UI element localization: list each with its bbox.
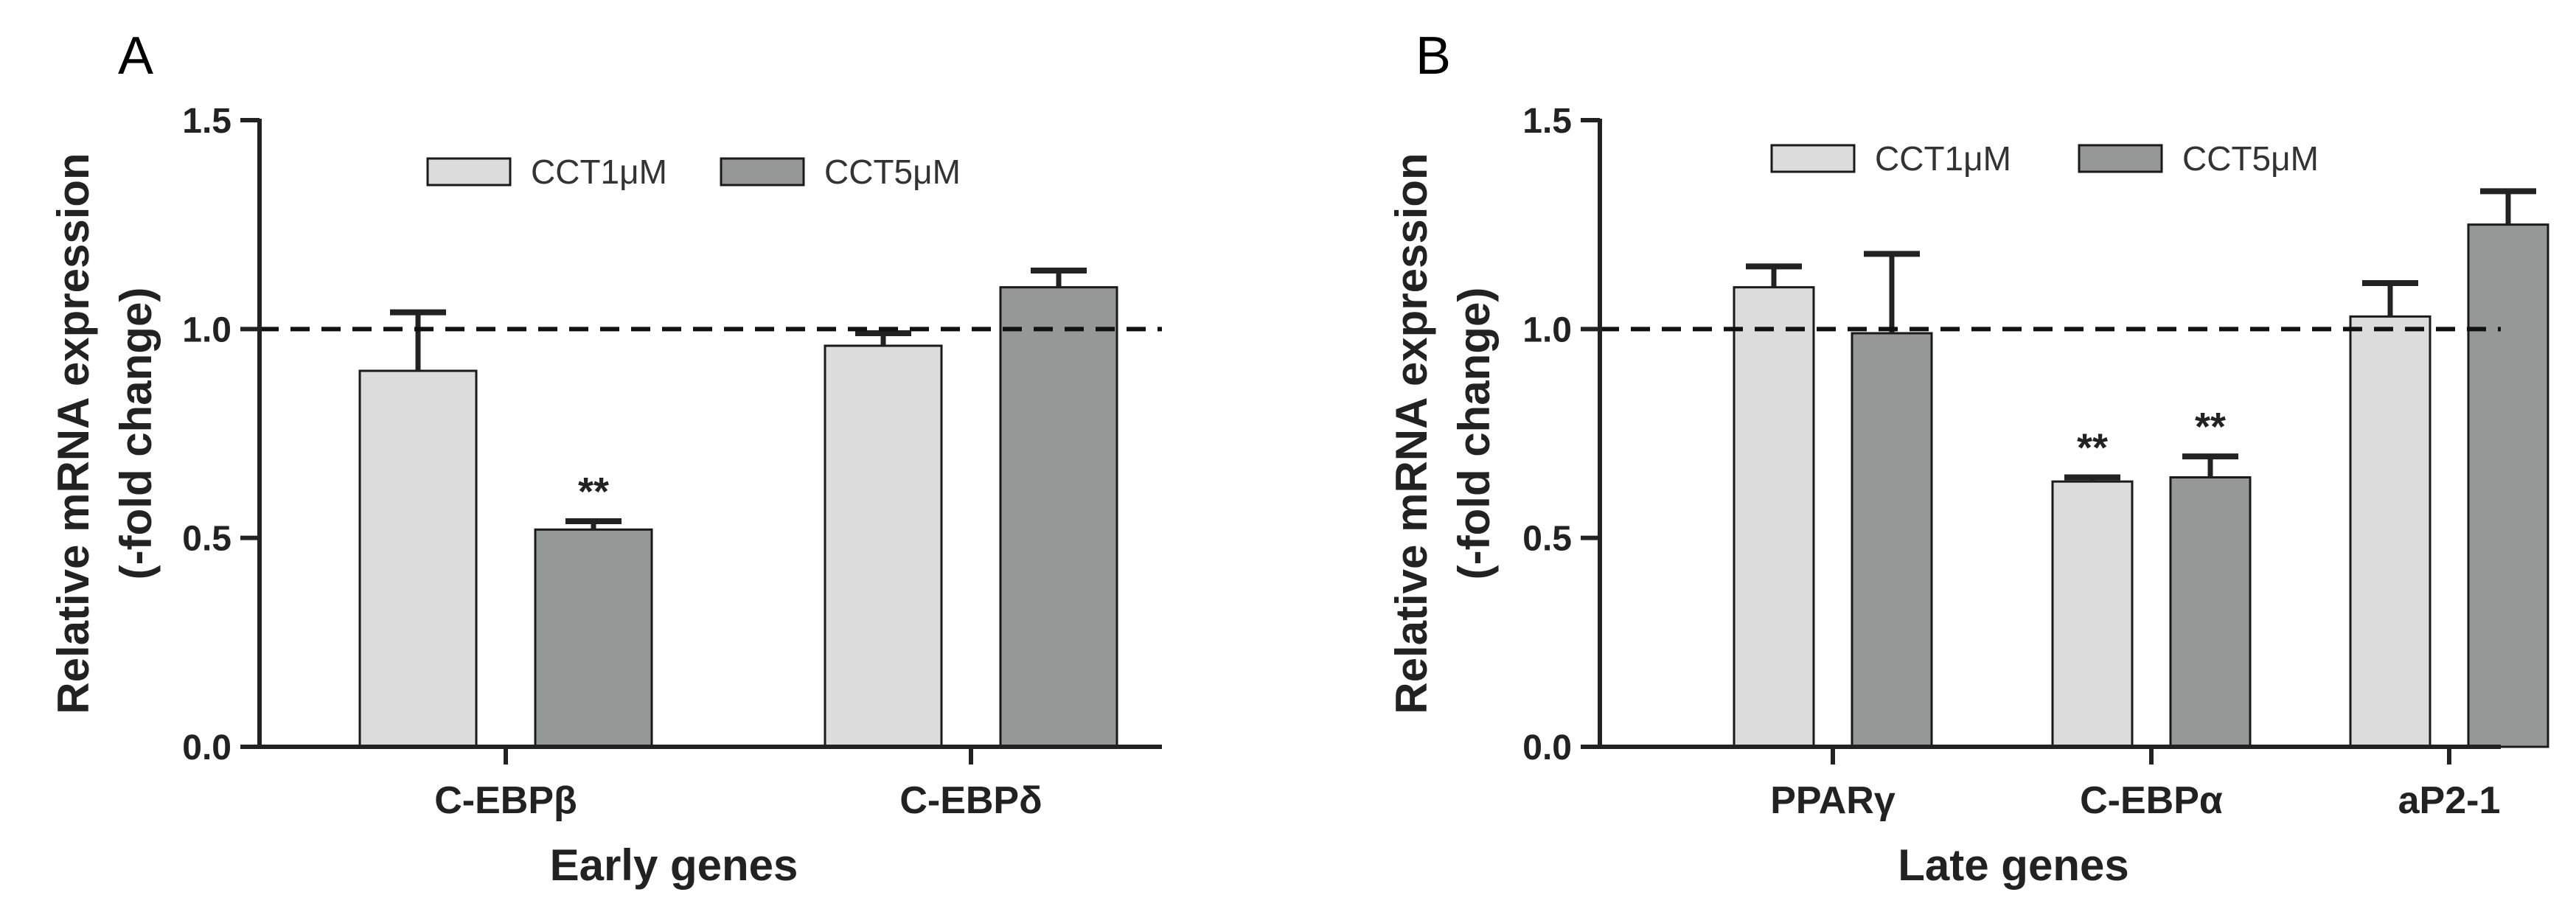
x-axis-title: Late genes — [1898, 840, 2128, 890]
x-category-label: C-EBPβ — [434, 779, 577, 822]
bar — [534, 528, 653, 748]
y-tick-label: 0.5 — [182, 520, 232, 559]
y-axis-title-line1: Relative mRNA expression — [1387, 153, 1436, 714]
legend-label: CCT5μM — [824, 153, 961, 191]
x-category-label: C-EBPδ — [899, 779, 1042, 822]
legend-swatch — [1770, 144, 1856, 173]
y-tick-label: 1.0 — [1522, 310, 1572, 349]
x-axis-title: Early genes — [550, 840, 798, 890]
y-axis-title-line2: (-fold change) — [111, 288, 161, 580]
y-tick-label: 1.5 — [182, 102, 232, 141]
significance-label: ** — [2195, 405, 2226, 449]
legend-label: CCT5μM — [2182, 139, 2319, 178]
y-tick-label: 1.5 — [1522, 102, 1572, 141]
y-axis-title-line2: (-fold change) — [1449, 288, 1499, 580]
panel-letter: A — [118, 27, 153, 86]
significance-label: ** — [578, 470, 609, 514]
legend-swatch — [2078, 144, 2163, 173]
legend-swatch — [720, 157, 805, 187]
panel-letter: B — [1416, 27, 1451, 86]
x-category-label: PPARγ — [1770, 779, 1896, 822]
bar — [2051, 480, 2134, 748]
bar — [2467, 223, 2549, 748]
legend-swatch — [426, 157, 512, 187]
panel-b: B Relative mRNA expression (-fold change) *… — [1387, 27, 2549, 890]
bar — [2349, 315, 2431, 748]
x-category-label: aP2-1 — [2398, 779, 2501, 822]
legend-label: CCT1μM — [531, 153, 667, 191]
legend-label: CCT1μM — [1875, 139, 2011, 178]
bar — [1733, 286, 1815, 748]
bar — [2169, 476, 2252, 748]
bar — [358, 369, 478, 748]
bar — [999, 286, 1118, 748]
bar — [824, 344, 943, 748]
significance-label: ** — [2077, 426, 2108, 470]
panel-a: A Relative mRNA expression (-fold change) *… — [49, 27, 1162, 890]
y-tick-label: 0.5 — [1522, 520, 1572, 559]
y-axis-title-line1: Relative mRNA expression — [49, 153, 98, 714]
bar — [1851, 332, 1933, 748]
y-tick-label: 0.0 — [182, 728, 232, 767]
y-tick-label: 0.0 — [1522, 728, 1572, 767]
y-tick-label: 1.0 — [182, 310, 232, 349]
x-category-label: C-EBPα — [2080, 779, 2223, 822]
